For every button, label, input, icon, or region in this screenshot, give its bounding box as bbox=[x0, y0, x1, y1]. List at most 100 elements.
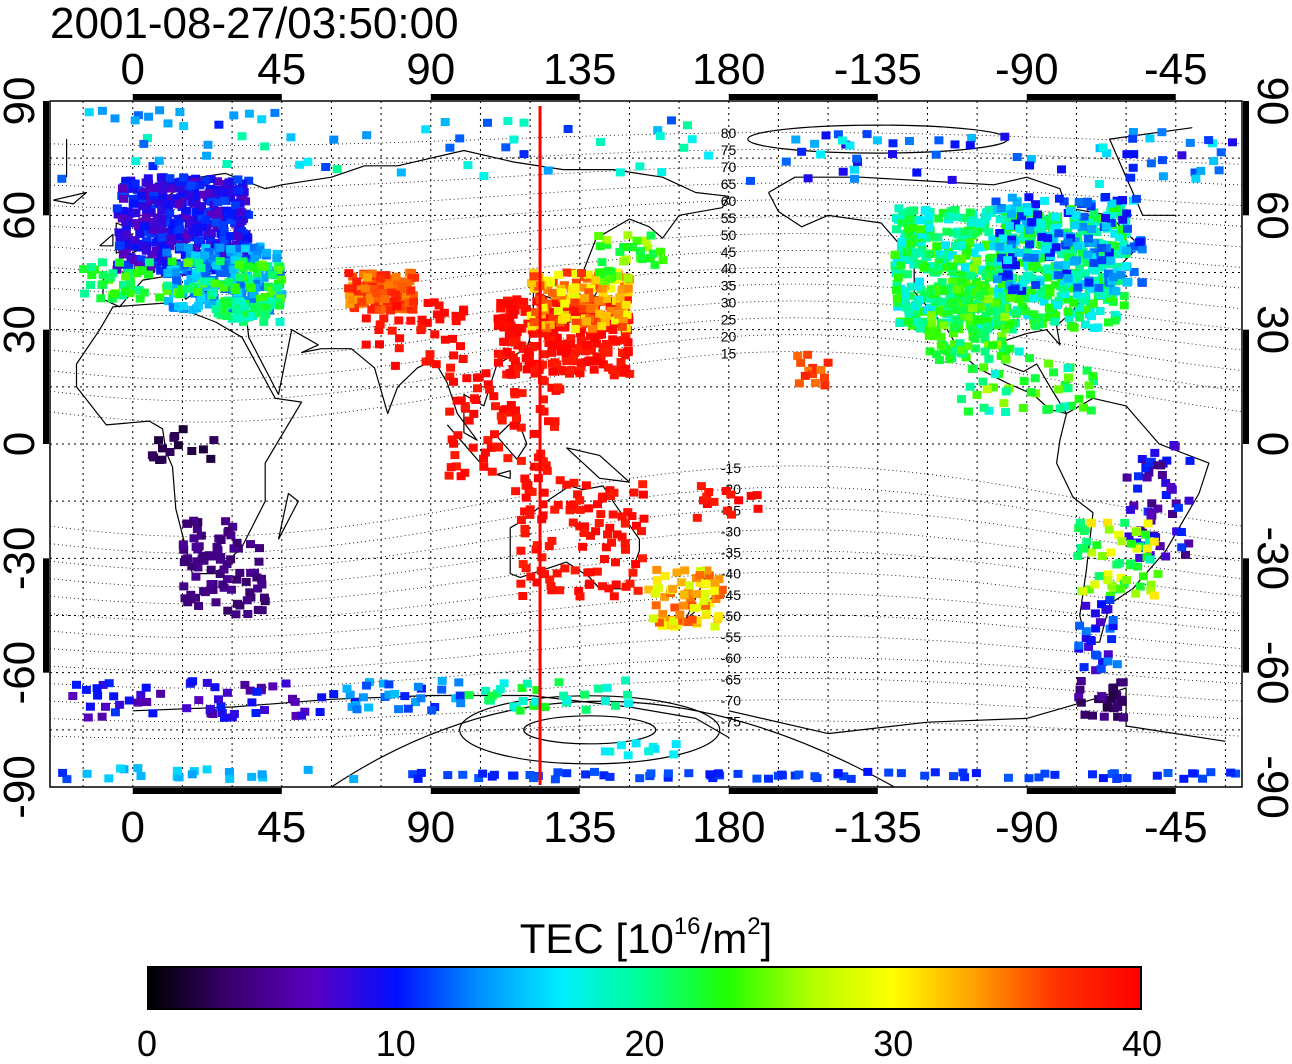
tec-cell bbox=[892, 279, 902, 288]
tec-cell bbox=[138, 202, 148, 211]
tec-cell bbox=[123, 207, 133, 216]
tec-cell bbox=[810, 139, 820, 148]
tec-cell bbox=[934, 136, 944, 145]
tec-cell bbox=[1122, 576, 1131, 585]
tec-cell bbox=[130, 236, 140, 245]
tec-cell bbox=[158, 183, 168, 192]
tec-cell bbox=[413, 774, 423, 783]
tec-cell bbox=[211, 305, 221, 314]
tec-cell bbox=[1097, 692, 1107, 701]
tec-cell bbox=[516, 579, 526, 588]
tec-cell bbox=[139, 288, 149, 297]
tec-cell bbox=[604, 266, 614, 275]
tec-cell bbox=[603, 363, 613, 372]
tec-cell bbox=[1064, 313, 1074, 322]
tec-cell bbox=[360, 284, 370, 293]
tec-cell bbox=[644, 585, 654, 594]
tec-cell bbox=[888, 150, 897, 159]
tec-cell bbox=[235, 222, 245, 231]
tec-cell bbox=[574, 586, 584, 595]
tec-cell bbox=[1094, 283, 1104, 292]
tec-cell bbox=[1011, 219, 1021, 228]
tec-cell bbox=[117, 184, 127, 193]
tec-cell bbox=[1191, 174, 1201, 183]
tec-cell bbox=[552, 333, 562, 342]
tec-cell bbox=[1090, 324, 1099, 332]
tec-cell bbox=[168, 302, 178, 311]
tec-cell bbox=[904, 231, 914, 240]
tec-cell bbox=[206, 233, 216, 242]
tec-cell bbox=[237, 216, 247, 225]
tec-cell bbox=[1066, 233, 1075, 242]
tec-cell bbox=[917, 230, 927, 239]
tec-cell bbox=[411, 698, 420, 707]
x-tick-label: -90 bbox=[995, 45, 1059, 94]
tec-cell bbox=[839, 772, 849, 781]
tec-cell bbox=[558, 294, 568, 303]
tec-cell bbox=[352, 277, 362, 286]
bottom-x-tick-labels: 0 45 90 135 180 -135 -90 -45 bbox=[121, 803, 1208, 852]
tec-cell bbox=[1150, 532, 1160, 541]
tec-cell bbox=[1080, 269, 1090, 278]
tec-cell bbox=[186, 217, 196, 226]
tec-cell bbox=[638, 490, 648, 499]
tec-cell bbox=[699, 596, 709, 605]
tec-cell bbox=[1048, 218, 1058, 227]
tec-cell bbox=[1086, 390, 1095, 399]
tec-cell bbox=[390, 689, 400, 698]
tec-cell bbox=[669, 750, 679, 759]
tec-cell bbox=[175, 108, 185, 116]
tec-cell bbox=[617, 532, 627, 541]
tec-cell bbox=[931, 249, 941, 258]
tec-cell bbox=[255, 544, 264, 553]
tec-cell bbox=[1087, 548, 1097, 557]
tec-cell bbox=[250, 304, 260, 313]
tec-cell bbox=[449, 351, 459, 360]
tec-cell bbox=[147, 225, 157, 234]
tec-cell bbox=[554, 678, 564, 687]
tec-cell bbox=[701, 611, 711, 619]
tec-cell bbox=[633, 586, 643, 595]
tec-cell bbox=[1078, 587, 1088, 596]
tec-cell bbox=[505, 315, 515, 324]
tec-cell bbox=[892, 294, 902, 303]
tec-cell bbox=[967, 134, 977, 142]
tec-cell bbox=[215, 570, 225, 578]
tec-cell bbox=[603, 345, 613, 354]
tec-cell bbox=[187, 197, 197, 206]
tec-cell bbox=[628, 568, 638, 577]
tec-cell bbox=[529, 318, 539, 326]
tec-cell bbox=[205, 210, 215, 219]
tec-cell bbox=[555, 476, 565, 485]
tec-cell bbox=[896, 244, 906, 253]
tec-cell bbox=[543, 286, 553, 294]
tec-cell bbox=[1184, 539, 1194, 548]
tec-cell bbox=[587, 324, 597, 333]
tec-cell bbox=[938, 209, 948, 217]
tec-cell bbox=[734, 496, 744, 505]
tec-cell bbox=[925, 249, 935, 258]
tec-cell bbox=[660, 572, 670, 580]
tec-cell bbox=[469, 394, 479, 403]
tec-cell bbox=[1012, 153, 1022, 161]
tec-cell bbox=[374, 326, 384, 334]
tec-cell bbox=[963, 407, 973, 416]
tec-cell bbox=[1031, 322, 1041, 330]
tec-cell bbox=[507, 330, 517, 339]
tec-cell bbox=[838, 167, 848, 176]
tec-cell bbox=[939, 287, 949, 295]
tec-cell bbox=[1031, 200, 1040, 209]
tec-cell bbox=[1069, 323, 1079, 332]
tec-cell bbox=[172, 279, 182, 287]
tec-cell bbox=[523, 481, 533, 489]
tec-cell bbox=[1118, 678, 1128, 687]
tec-cell bbox=[617, 512, 627, 521]
tec-cell bbox=[594, 519, 604, 527]
tec-cell bbox=[192, 274, 202, 283]
tec-cell bbox=[1204, 136, 1214, 145]
tec-cell bbox=[454, 678, 464, 687]
tec-cell bbox=[663, 769, 673, 778]
tec-cell bbox=[157, 257, 166, 266]
tec-cell bbox=[174, 200, 184, 209]
tec-cell bbox=[1226, 768, 1236, 777]
